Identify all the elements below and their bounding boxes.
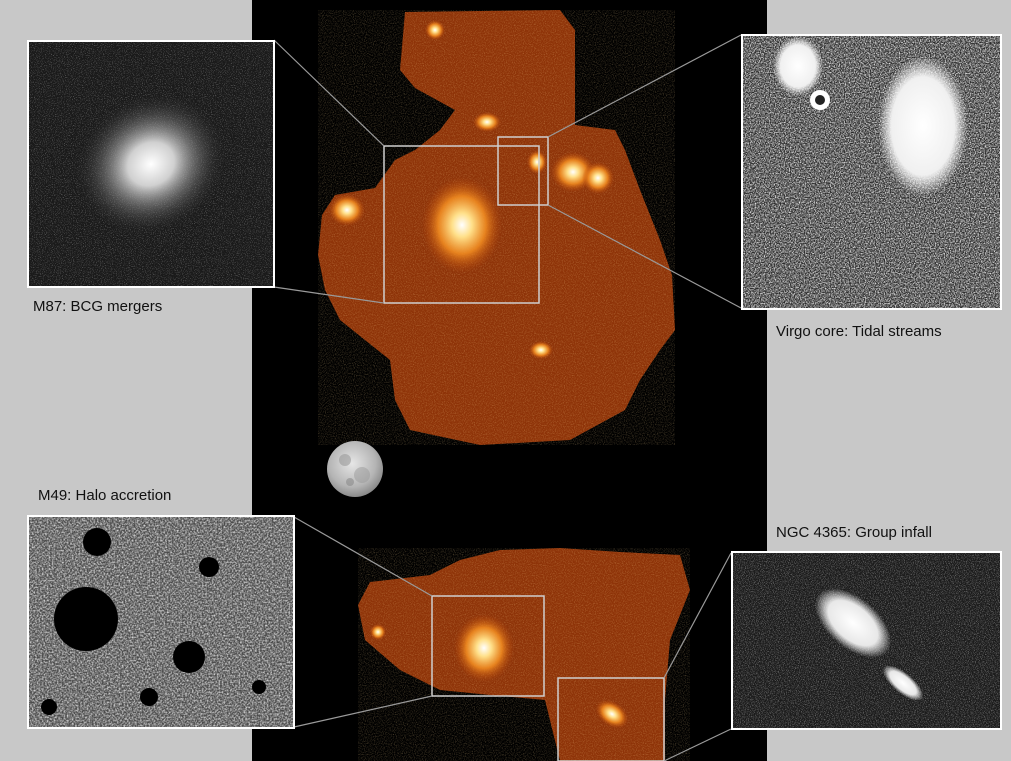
caption-m87: M87: BCG mergers [33,298,163,315]
zoom-box-m87 [383,145,540,304]
inset-virgo-core [741,34,1002,310]
zoom-box-virgo-core [497,136,549,206]
caption-ngc4365: NGC 4365: Group infall [776,524,932,541]
moon-scale-marker [327,441,383,497]
galaxy-pair-b [582,162,614,194]
lower-survey-field [358,548,690,761]
galaxy-small-5 [370,624,386,640]
inset-m87 [27,40,275,288]
zoom-boxes [383,136,665,761]
m87-image [29,42,273,286]
zoom-box-ngc4365 [557,677,665,761]
virgo-core-image [743,36,1000,308]
galaxy-small-3 [425,20,445,40]
m49-image [29,517,293,727]
galaxy-markers [329,20,629,729]
connector-lines [273,34,742,761]
ngc4365-image [733,553,1000,728]
caption-virgo-core: Virgo core: Tidal streams [776,323,942,340]
zoom-box-m49 [431,595,545,697]
ngc4365-galaxy [595,699,629,729]
inset-m49 [27,515,295,729]
caption-m49: M49: Halo accretion [38,487,172,504]
m87-galaxy [422,177,502,273]
galaxy-small-2 [473,112,501,132]
inset-ngc4365 [731,551,1002,730]
galaxy-small-1 [527,150,547,174]
m49-galaxy [454,614,514,682]
galaxy-small-4 [529,341,553,359]
galaxy-west [329,194,365,226]
